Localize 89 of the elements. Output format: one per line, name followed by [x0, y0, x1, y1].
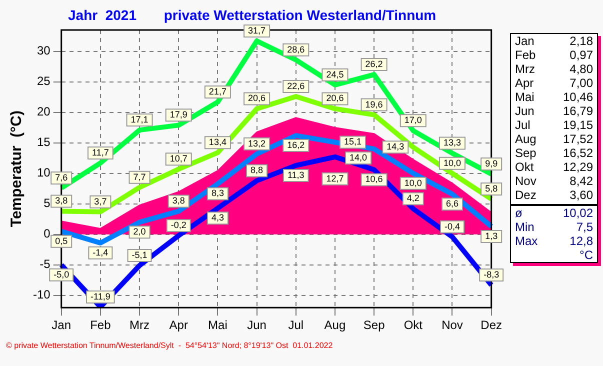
x-tick-label: Mai — [208, 318, 228, 332]
y-tick-label: 25 — [36, 74, 51, 88]
data-label: 5,8 — [485, 183, 498, 194]
data-label: 8,3 — [211, 188, 224, 198]
data-label: 20,6 — [248, 93, 266, 104]
data-label: 31,7 — [248, 25, 266, 36]
data-label: 6,6 — [446, 198, 458, 209]
y-tick-label: 15 — [36, 135, 51, 150]
y-tick-label: -5 — [40, 257, 51, 272]
data-label: 2,0 — [133, 226, 146, 237]
x-tick-label: Jan — [52, 318, 72, 332]
data-label: 3,8 — [172, 196, 185, 206]
y-axis-title: Temperatur (°C) — [8, 110, 26, 228]
data-label: 4,2 — [406, 193, 420, 204]
y-tick-label: 30 — [36, 44, 51, 58]
data-label: 7,7 — [133, 172, 146, 182]
data-label: 20,6 — [326, 93, 344, 104]
data-label: -5,0 — [54, 269, 70, 280]
data-label: -1,4 — [92, 247, 108, 258]
y-tick-label: -10 — [33, 288, 51, 302]
text: Sep 16,52 — [515, 146, 593, 160]
data-label: -0,2 — [170, 220, 186, 230]
data-label: 14,3 — [386, 142, 404, 152]
chart-subtitle: private Wetterstation Westerland/Tinnum — [164, 6, 436, 23]
data-label: 4,3 — [211, 212, 224, 223]
data-label: 24,5 — [326, 69, 344, 80]
text: Okt 12,29 — [515, 160, 593, 174]
text: ø 10,02 — [515, 206, 593, 220]
x-tick-label: Jul — [288, 318, 304, 332]
text: Mai 10,46 — [515, 90, 593, 104]
data-label: 7,6 — [55, 172, 68, 183]
data-label: 17,0 — [404, 115, 422, 126]
data-label: 19,6 — [365, 99, 383, 110]
data-label: 21,7 — [208, 86, 226, 96]
y-tick-label: 5 — [44, 196, 51, 210]
x-tick-label: Feb — [90, 318, 112, 332]
data-label: 8,8 — [250, 165, 264, 176]
text: Dez 3,60 — [515, 188, 593, 202]
text: Apr 7,00 — [515, 76, 593, 90]
data-label: 22,6 — [287, 80, 305, 91]
data-label: 17,9 — [170, 110, 188, 120]
text: Max 12,8 — [515, 234, 593, 248]
x-tick-label: Aug — [324, 318, 346, 332]
data-label: -11,9 — [90, 291, 110, 302]
data-label: 28,6 — [287, 44, 305, 54]
data-label: 10,0 — [443, 158, 462, 168]
data-label: 26,2 — [365, 59, 383, 70]
data-label: 10,7 — [170, 154, 188, 164]
chart-title: Jahr 2021 — [68, 6, 137, 23]
text: Jan 2,18 — [515, 34, 593, 48]
text: Feb 0,97 — [515, 48, 593, 62]
data-label: 13,4 — [208, 137, 226, 148]
data-label: 3,7 — [94, 196, 107, 206]
data-label: 10,0 — [404, 178, 422, 188]
text: Jul 19,15 — [515, 118, 593, 132]
data-label: 0,5 — [55, 236, 68, 246]
y-tick-label: 10 — [36, 166, 51, 180]
data-label: 9,9 — [485, 158, 498, 168]
text: Mrz 4,80 — [515, 62, 593, 76]
data-label: 14,0 — [350, 152, 368, 162]
data-label: -0,4 — [444, 221, 460, 232]
data-label: -5,1 — [132, 250, 148, 260]
data-label: 17,1 — [130, 114, 148, 125]
x-tick-label: Nov — [442, 318, 463, 332]
text: Jun 16,79 — [515, 104, 593, 118]
data-label: 10,6 — [365, 174, 383, 184]
y-tick-label: 20 — [36, 104, 51, 119]
text: © private Wetterstation Tinnum/Westerland/Sylt - 54°54'13" Nord; 8°19'13" Ost 01.01.2022 — [6, 341, 333, 350]
data-label: 3,8 — [55, 196, 68, 206]
data-label: 1,3 — [485, 230, 498, 241]
x-tick-label: Okt — [404, 318, 424, 332]
x-tick-label: Dez — [480, 318, 502, 332]
x-tick-label: Sep — [363, 318, 386, 332]
x-tick-label: Apr — [169, 318, 188, 332]
data-label: -8,3 — [484, 270, 500, 280]
text: Aug 17,52 — [515, 132, 593, 146]
x-tick-label: Jun — [247, 318, 266, 332]
data-label: 15,1 — [344, 136, 362, 147]
x-tick-label: Mrz — [130, 318, 150, 332]
text: Min 7,5 — [515, 220, 593, 234]
text: °C — [580, 248, 593, 262]
text: Nov 8,42 — [515, 174, 593, 188]
data-label: 11,3 — [287, 170, 304, 180]
data-label: 12,7 — [326, 173, 344, 184]
data-label: 11,7 — [92, 147, 109, 158]
y-tick-label: 0 — [44, 226, 51, 241]
data-label: 13,3 — [443, 138, 462, 148]
data-label: 16,2 — [287, 140, 305, 150]
data-label: 13,2 — [248, 138, 266, 148]
